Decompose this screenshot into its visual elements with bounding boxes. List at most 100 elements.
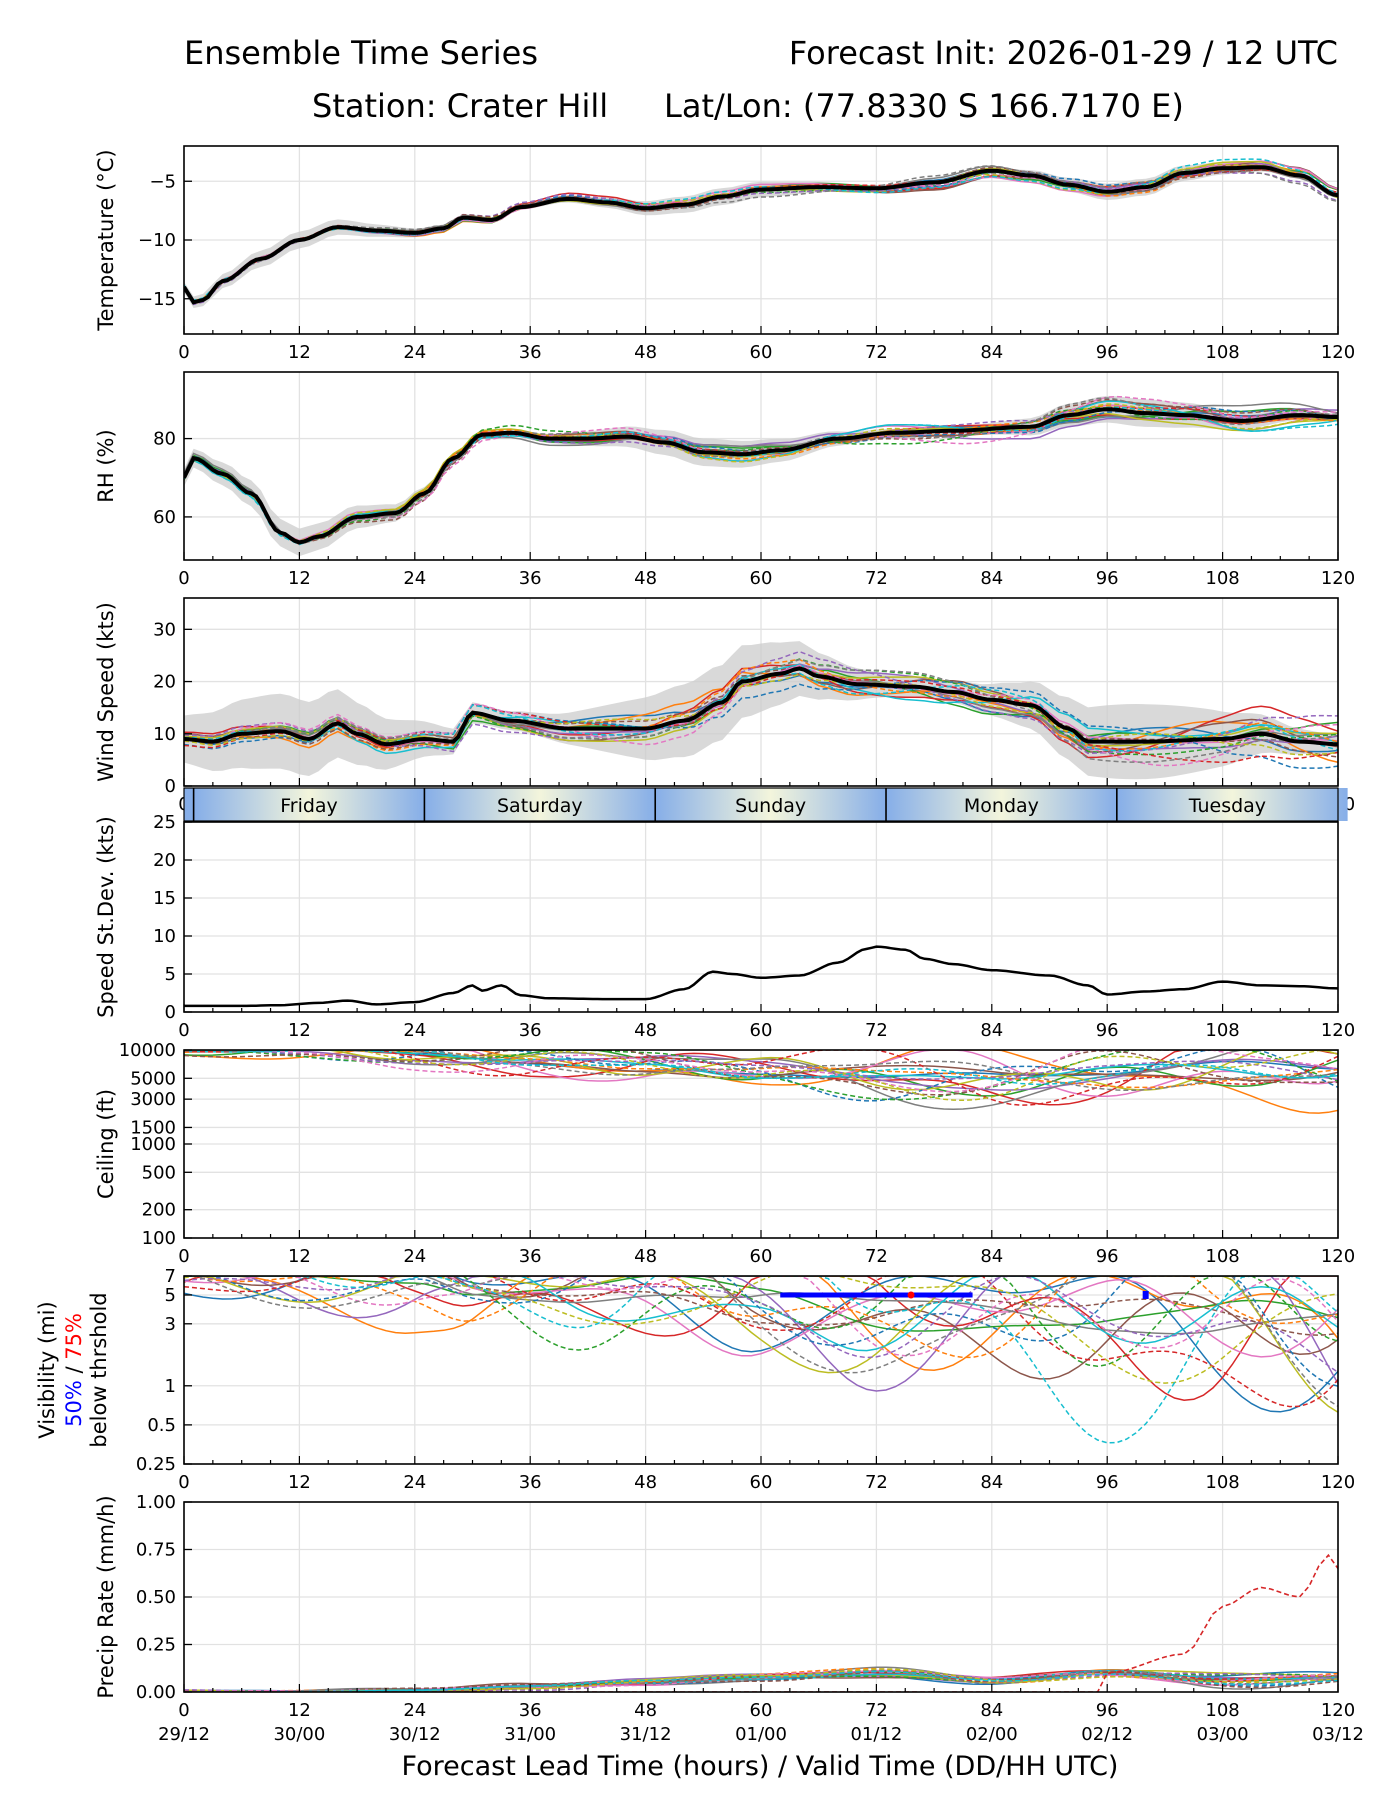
ceiling-member-line [184, 1050, 1338, 1086]
wind-y-tick-label: 30 [153, 619, 176, 640]
rh-member-line [184, 403, 1338, 542]
visibility-y-tick-label: 1 [165, 1376, 176, 1397]
x-tick-label: 48 [634, 342, 657, 363]
ceiling-series [184, 1050, 1338, 1114]
day-segment [886, 788, 1117, 821]
x-tick-label: 96 [1096, 342, 1119, 363]
visibility-member-line [184, 1276, 1338, 1352]
rh-member-line [184, 400, 1338, 544]
temperature-member-line [184, 165, 1338, 305]
ceiling-y-tick-label: 100 [142, 1228, 176, 1249]
x-tick-label: 120 [1321, 1700, 1355, 1721]
x-tick-label: 72 [865, 1700, 888, 1721]
visibility-member-line [184, 1276, 1338, 1359]
precip-member-line [184, 1670, 1338, 1692]
x-tick-label: 12 [288, 1472, 311, 1493]
x-tick-label: 108 [1205, 1472, 1239, 1493]
rh-grid [183, 372, 1339, 560]
valid-time-label: 01/00 [735, 1724, 787, 1745]
visibility-member-line [184, 1276, 1338, 1373]
x-tick-label: 36 [519, 1472, 542, 1493]
x-tick-label: 84 [980, 1246, 1003, 1267]
speed_stdev-y-tick-label: 0 [165, 1002, 176, 1023]
x-tick-label: 36 [519, 568, 542, 589]
precip-series [184, 1553, 1338, 1692]
visibility-member-line [184, 1276, 1338, 1358]
ceiling-member-line [184, 1050, 1338, 1102]
visibility-member-line [184, 1276, 1338, 1413]
visibility-y-tick-label: 7 [165, 1266, 176, 1287]
day-label: Friday [280, 795, 338, 817]
day-label: Sunday [735, 795, 806, 817]
precip-y-axis-label: Precip Rate (mm/h) [94, 1495, 118, 1698]
x-tick-label: 72 [865, 1246, 888, 1267]
x-tick-label: 24 [403, 1246, 426, 1267]
wind-member-line [184, 658, 1338, 752]
x-tick-label: 0 [178, 1700, 189, 1721]
speed_stdev-y-tick-label: 10 [153, 926, 176, 947]
temperature-member-line [184, 158, 1338, 302]
day-segment [424, 788, 656, 821]
x-tick-label: 0 [178, 568, 189, 589]
precip-grid [183, 1501, 1339, 1693]
visibility-series [184, 1276, 1338, 1444]
ceiling-member-line [184, 1050, 1338, 1114]
visibility-member-line [184, 1276, 1338, 1357]
wind-member-line [184, 668, 1338, 764]
threshold-50-legend: 50% [62, 1380, 86, 1427]
x-tick-label: 108 [1205, 1246, 1239, 1267]
ceiling-member-line [184, 1050, 1338, 1092]
latlon-label: Lat/Lon: (77.8330 S 166.7170 E) [664, 87, 1184, 125]
visibility-panel: 0.25 0.5 1 3 57 0 12 24 36 48 60 72 84 96 108 120 Visibi… [35, 1266, 1355, 1493]
threshold-75-legend: 75% [62, 1313, 86, 1360]
x-tick-label: 36 [519, 1246, 542, 1267]
valid-time-label: 03/00 [1197, 1724, 1249, 1745]
ceiling-y-tick-label: 1500 [130, 1117, 176, 1138]
x-tick-label: 12 [288, 1700, 311, 1721]
temperature-panel: −15 −10 −5 0 12 24 36 48 60 72 84 96 108 120 Temperatu… [94, 145, 1355, 363]
forecast-init-label: Forecast Init: 2026-01-29 / 12 UTC [789, 34, 1338, 72]
x-tick-label: 84 [980, 342, 1003, 363]
valid-time-label: 03/12 [1312, 1724, 1364, 1745]
ceiling-y-tick-label: 200 [142, 1200, 176, 1221]
x-tick-label: 24 [403, 1700, 426, 1721]
visibility-member-line [184, 1276, 1338, 1401]
wind-ensemble-mean-line [184, 666, 1338, 747]
wind-series [184, 641, 1338, 780]
rh-y-tick-label: 80 [153, 429, 176, 450]
visibility-y-tick-label: 0.25 [136, 1454, 176, 1475]
speed-stdev-line [184, 945, 1338, 1008]
station-label: Station: Crater Hill [312, 87, 608, 125]
day-label: Saturday [497, 795, 583, 817]
x-tick-label: 84 [980, 1700, 1003, 1721]
precip-y-tick-label: 0.75 [136, 1540, 176, 1561]
visibility-y-axis-label: Visibility (mi) [35, 1301, 59, 1438]
x-tick-label: 60 [750, 1700, 773, 1721]
x-tick-label: 72 [865, 342, 888, 363]
precip-y-tick-label: 1.00 [136, 1492, 176, 1513]
x-tick-label: 60 [750, 1020, 773, 1041]
day-band: Friday Saturday Sunday Monday Tuesday [183, 787, 1348, 822]
x-tick-label: 12 [288, 342, 311, 363]
threshold-75-marker [907, 1291, 915, 1299]
x-tick-label: 0 [178, 342, 189, 363]
x-tick-label: 48 [634, 1020, 657, 1041]
valid-time-label: 02/00 [966, 1724, 1018, 1745]
threshold-50-marker [1142, 1290, 1149, 1299]
x-axis-label: Forecast Lead Time (hours) / Valid Time … [402, 1751, 1119, 1782]
valid-time-label: 31/12 [620, 1724, 672, 1745]
visibility-member-line [184, 1276, 1338, 1335]
ceiling-member-line [184, 1050, 1338, 1081]
x-tick-label: 108 [1205, 1020, 1239, 1041]
ceiling-member-line [184, 1050, 1338, 1097]
precip-y-tick-label: 0.00 [136, 1682, 176, 1703]
valid-time-label: 30/00 [273, 1724, 325, 1745]
wind-y-axis-label: Wind Speed (kts) [94, 602, 118, 782]
rh-series [184, 395, 1338, 557]
x-tick-label: 120 [1321, 342, 1355, 363]
rh-member-line [184, 406, 1338, 545]
speed_stdev-y-tick-label: 15 [153, 888, 176, 909]
ceiling-y-axis-label: Ceiling (ft) [94, 1089, 118, 1199]
threshold-subtitle-label: below thrshold [87, 1292, 111, 1447]
temperature-ensemble-mean-line [184, 165, 1338, 305]
